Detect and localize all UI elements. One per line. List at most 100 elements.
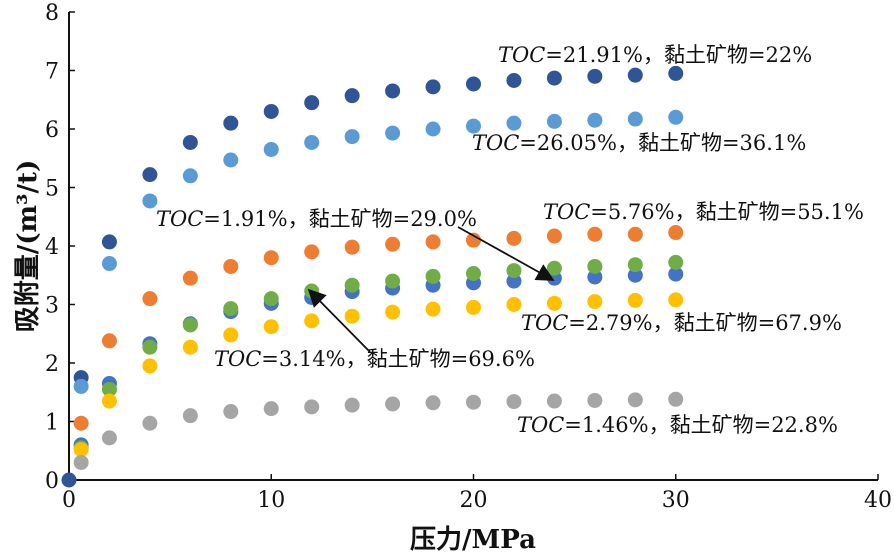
data-point-series-6	[668, 292, 684, 308]
data-point-series-1	[223, 115, 239, 131]
y-tick-label: 3	[45, 294, 59, 319]
data-point-series-6	[223, 327, 239, 343]
data-point-series-6	[182, 339, 198, 355]
data-point-series-1	[506, 72, 522, 88]
data-point-series-1	[182, 134, 198, 150]
x-tick-label: 0	[62, 488, 76, 513]
data-point-series-1	[466, 76, 481, 92]
data-point-series-7	[182, 408, 198, 424]
data-point-series-5	[223, 301, 239, 317]
data-point-series-4	[587, 269, 603, 285]
y-tick-label: 0	[45, 469, 59, 494]
data-point-origin	[61, 472, 77, 488]
annotation-toc-26.05: TOC=26.05%，黏土矿物=36.1%	[472, 131, 806, 155]
y-tick-label: 5	[45, 177, 59, 202]
data-point-series-3	[223, 258, 239, 274]
x-ticks: 0 10 20 30 40	[62, 474, 892, 513]
data-point-series-7	[344, 397, 360, 413]
data-point-series-1	[546, 70, 562, 86]
y-tick-label: 2	[45, 352, 59, 377]
data-point-series-2	[344, 129, 360, 145]
data-point-series-1	[385, 83, 401, 99]
data-point-series-5	[668, 254, 684, 270]
data-point-series-2	[182, 168, 198, 184]
data-point-series-1	[344, 88, 360, 104]
data-point-series-5	[546, 260, 562, 276]
data-point-series-3	[668, 225, 684, 241]
data-point-series-7	[587, 392, 603, 408]
data-point-series-3	[344, 239, 360, 255]
data-point-series-6	[385, 304, 401, 320]
data-point-series-2	[101, 256, 117, 272]
data-point-series-7	[142, 415, 158, 431]
data-point-series-2	[546, 113, 562, 129]
data-point-series-2	[73, 378, 89, 394]
data-point-series-7	[546, 393, 562, 409]
data-point-series-3	[101, 333, 117, 349]
data-point-series-3	[142, 291, 158, 307]
data-point-series-4	[668, 266, 684, 282]
data-point-series-3	[385, 236, 401, 252]
y-tick-label: 1	[45, 411, 59, 436]
data-point-series-3	[263, 250, 279, 266]
data-point-series-6	[466, 299, 481, 315]
data-point-series-5	[587, 258, 603, 274]
annotation-toc-1.46: TOC=1.46%，黏土矿物=22.8%	[517, 413, 838, 437]
data-point-series-6	[506, 297, 522, 312]
data-point-series-1	[425, 79, 441, 95]
data-point-series-7	[223, 404, 239, 420]
data-point-series-6	[546, 295, 562, 311]
data-point-series-6	[73, 442, 89, 458]
data-point-series-7	[385, 396, 401, 412]
data-point-series-3	[425, 234, 441, 250]
data-point-series-2	[142, 193, 158, 209]
data-point-series-2	[425, 121, 441, 137]
data-point-series-5	[101, 381, 117, 397]
data-point-series-3	[466, 232, 481, 248]
data-point-series-3	[627, 226, 643, 242]
data-point-series-6	[425, 301, 441, 317]
data-point-series-3	[546, 228, 562, 244]
y-axis-title: 吸附量/(m³/t)	[13, 160, 43, 333]
data-point-series-6	[263, 319, 279, 335]
annotation-toc-21.91: TOC=21.91%，黏土矿物=22%	[498, 43, 812, 67]
data-point-series-3	[73, 415, 89, 431]
data-point-series-1	[101, 234, 117, 250]
data-point-series-3	[587, 226, 603, 242]
y-tick-label: 6	[45, 118, 59, 143]
annotation-toc-5.76: TOC=5.76%，黏土矿物=55.1%	[543, 200, 864, 224]
data-point-series-2	[506, 115, 522, 131]
data-point-series-7	[506, 394, 522, 410]
x-tick-label: 20	[460, 488, 488, 513]
data-point-series-6	[344, 308, 360, 324]
annotation-toc-3.14: TOC=3.14%，黏土矿物=69.6%	[214, 347, 535, 371]
data-point-series-5	[182, 317, 198, 333]
data-point-series-5	[304, 283, 320, 299]
data-point-series-3	[506, 230, 522, 246]
data-points	[61, 65, 684, 488]
data-point-series-2	[304, 134, 320, 150]
data-point-series-3	[304, 244, 320, 260]
data-point-series-2	[627, 111, 643, 127]
data-point-series-1	[668, 65, 684, 81]
data-point-series-7	[263, 401, 279, 417]
annotation-arrow-toc-3.14	[307, 288, 371, 353]
data-point-series-5	[385, 273, 401, 289]
data-point-series-1	[263, 103, 279, 119]
data-point-series-2	[466, 118, 481, 134]
data-point-series-5	[425, 268, 441, 284]
annotation-arrow-toc-5.76	[457, 226, 555, 281]
data-point-series-5	[142, 339, 158, 355]
data-point-series-7	[466, 394, 481, 410]
x-tick-label: 10	[257, 488, 285, 513]
data-point-series-1	[304, 95, 320, 111]
data-point-series-1	[627, 67, 643, 83]
data-point-series-5	[263, 291, 279, 307]
x-axis-title: 压力/MPa	[410, 525, 536, 555]
y-tick-label: 7	[45, 60, 59, 85]
data-point-series-4	[627, 267, 643, 283]
data-point-series-4	[506, 273, 522, 289]
annotation-toc-2.79: TOC=2.79%，黏土矿物=67.9%	[521, 311, 842, 335]
x-tick-label: 40	[864, 488, 892, 513]
